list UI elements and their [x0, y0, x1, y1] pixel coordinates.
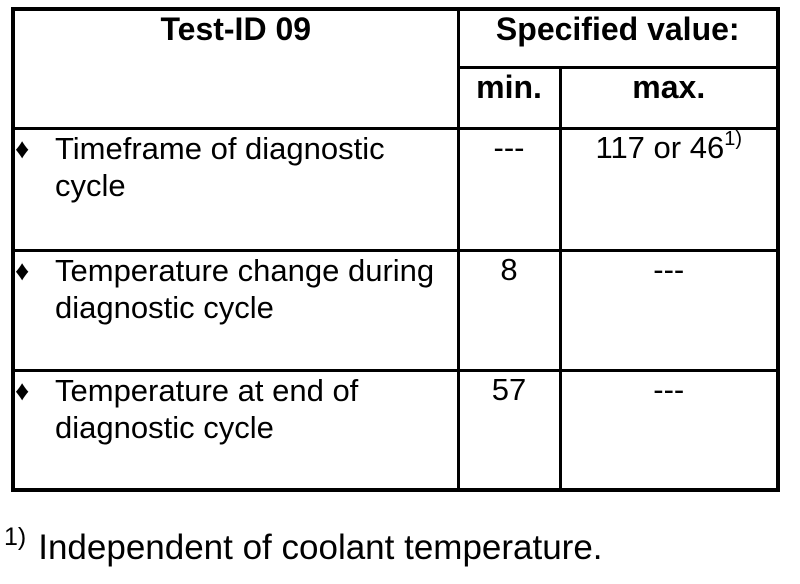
max-value-cell: ---	[558, 368, 780, 492]
min-value: ---	[493, 129, 525, 165]
diamond-bullet-icon: ♦	[15, 132, 30, 164]
footnote-marker: 1)	[4, 523, 27, 551]
table-row: ♦ Timeframe of diagnostic cycle --- 117 …	[11, 126, 780, 252]
min-value-cell: 8	[456, 248, 562, 372]
min-value: 57	[491, 371, 527, 407]
footnote-reference: 1)	[724, 127, 742, 150]
row-label-cell: ♦ Timeframe of diagnostic cycle	[11, 126, 460, 252]
min-value: 8	[500, 251, 518, 287]
row-label: Timeframe of diagnostic cycle	[55, 130, 385, 203]
row-label: Temperature change during diagnostic cyc…	[55, 252, 435, 325]
max-value-cell: 117 or 461)	[558, 126, 780, 252]
diamond-bullet-icon: ♦	[15, 254, 30, 286]
test-id-header: Test-ID 09	[11, 7, 460, 130]
test-id-spec-table: Test-ID 09 Specified value: min. max. ♦ …	[11, 7, 780, 492]
min-value-cell: 57	[456, 368, 562, 492]
specified-value-header: Specified value:	[456, 7, 780, 69]
max-value: ---	[653, 371, 685, 407]
min-column-header: min.	[456, 65, 562, 130]
max-value: ---	[653, 251, 685, 287]
table-row: ♦ Temperature at end of diagnostic cycle…	[11, 368, 780, 492]
footnote-text: Independent of coolant temperature.	[38, 528, 603, 567]
diamond-bullet-icon: ♦	[15, 374, 30, 406]
row-label-cell: ♦ Temperature change during diagnostic c…	[11, 248, 460, 372]
table-row: ♦ Temperature change during diagnostic c…	[11, 248, 780, 372]
max-value: 117 or 46	[595, 129, 725, 165]
row-label: Temperature at end of diagnostic cycle	[55, 372, 359, 445]
min-value-cell: ---	[456, 126, 562, 252]
max-column-header: max.	[558, 65, 780, 130]
footnote: 1) Independent of coolant temperature.	[4, 525, 603, 568]
max-value-cell: ---	[558, 248, 780, 372]
row-label-cell: ♦ Temperature at end of diagnostic cycle	[11, 368, 460, 492]
